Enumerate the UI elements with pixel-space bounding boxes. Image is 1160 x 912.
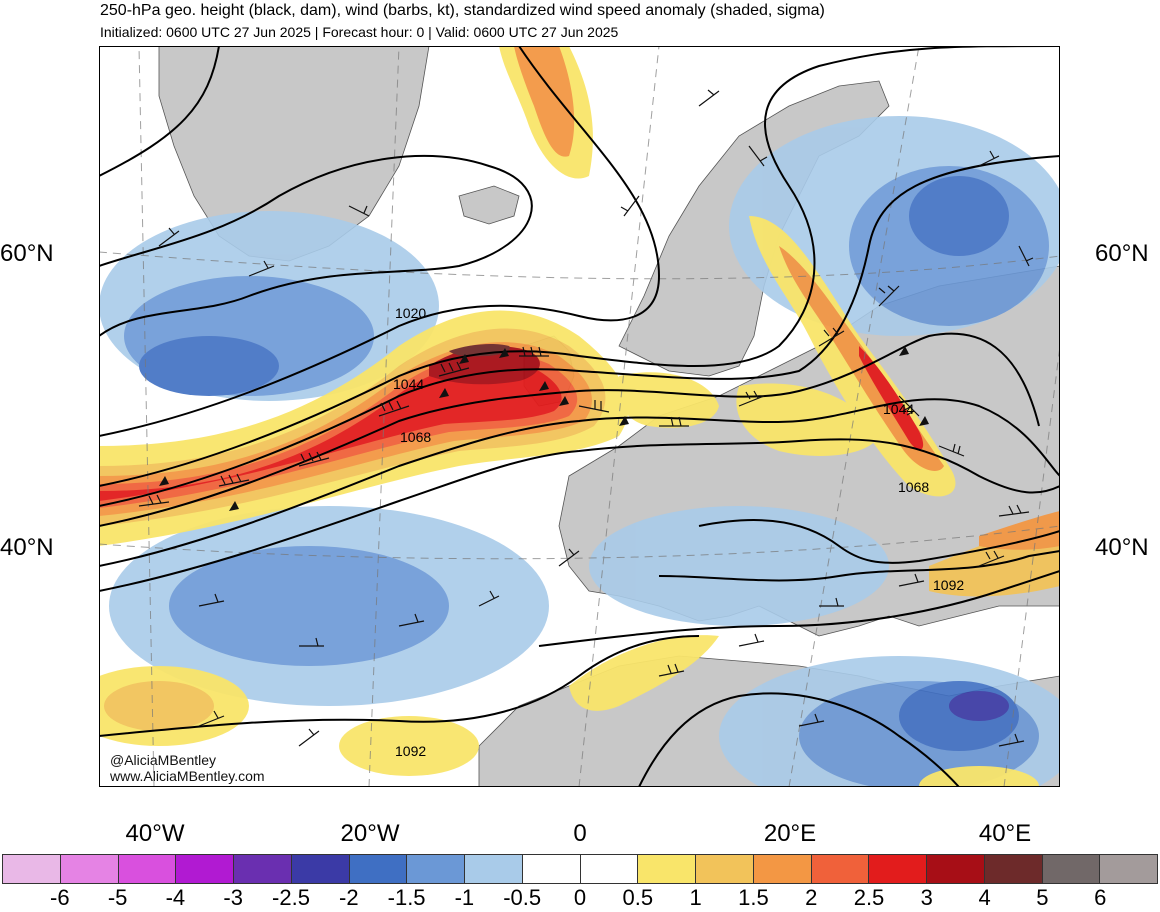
colorbar-swatch: [638, 855, 696, 883]
colorbar-tick-label: 2: [805, 885, 818, 910]
colorbar-swatch: [869, 855, 927, 883]
colorbar-swatch: [696, 855, 754, 883]
lon-label-40e: 40°E: [978, 820, 1032, 847]
colorbar-tick-label: 4: [978, 885, 991, 910]
contour-label-1020: 1020: [395, 305, 426, 321]
colorbar-tick-label: 0: [573, 885, 587, 910]
colorbar-swatch: [291, 855, 350, 883]
colorbar-swatch: [927, 855, 985, 883]
chart-subtitle: Initialized: 0600 UTC 27 Jun 2025 | Fore…: [100, 24, 619, 40]
colorbar-tick-label: -5: [107, 885, 128, 910]
colorbar-swatch: [118, 855, 177, 883]
colorbar-swatch: [580, 855, 639, 883]
colorbar-tick-label: 6: [1094, 885, 1107, 910]
colorbar-tick-label: -1.5: [387, 885, 426, 910]
colorbar-swatch: [984, 855, 1043, 883]
colorbar-swatch: [407, 855, 465, 883]
colorbar-swatch: [1100, 855, 1157, 883]
colorbar-swatch: [60, 855, 119, 883]
colorbar-tick-label: -3: [223, 885, 243, 910]
positive-anomaly-shading: [99, 46, 1060, 787]
lon-label-20e: 20°E: [763, 820, 817, 847]
colorbar-swatch: [522, 855, 581, 883]
credit-website: www.AliciaMBentley.com: [110, 768, 265, 784]
colorbar-tick-label: 1: [689, 885, 702, 910]
colorbar-swatch: [176, 855, 234, 883]
colorbar-tick-label: -4: [165, 885, 186, 910]
colorbar-tick-label: 0.5: [622, 885, 654, 910]
iceland: [458, 185, 520, 225]
lon-label-0: 0: [573, 820, 587, 847]
colorbar-tick-label: 1.5: [738, 885, 769, 910]
colorbar-tick-label: -2.5: [272, 885, 310, 910]
contour-label-1044-atlantic: 1044: [393, 376, 424, 392]
contour-label-1092-east: 1092: [933, 577, 964, 593]
contour-label-1068-east: 1068: [898, 479, 929, 495]
contour-label-1092-south: 1092: [395, 743, 426, 759]
colorbar-swatch: [3, 855, 61, 883]
lat-label-60n-left: 60°N: [0, 240, 54, 267]
credit-handle: @AliciaMBentley: [110, 752, 217, 768]
lon-label-20w: 20°W: [340, 820, 400, 847]
colorbar-tick-label: -6: [50, 885, 70, 910]
colorbar-tick-label: -0.5: [503, 885, 542, 910]
colorbar-tick-label: -2: [339, 885, 359, 910]
colorbar-swatch: [811, 855, 870, 883]
weather-map: 1020 1044 1068 1044 1068 1092 1092: [99, 46, 1060, 787]
graticule: [99, 46, 1060, 787]
colorbar-tick-label: 5: [1036, 885, 1049, 910]
barb-pennants: [159, 346, 929, 511]
colorbar-tick-label: -1: [454, 885, 475, 910]
chart-title: 250-hPa geo. height (black, dam), wind (…: [100, 2, 825, 19]
height-contours: [99, 46, 1060, 787]
lat-label-60n-right: 60°N: [1095, 240, 1149, 267]
lon-label-40w: 40°W: [125, 820, 185, 847]
colorbar: [2, 854, 1158, 884]
contour-labels: 1020 1044 1068 1044 1068 1092 1092: [393, 305, 964, 759]
colorbar-tick-label: 2.5: [853, 885, 885, 910]
contour-label-1044-east: 1044: [883, 401, 914, 417]
negative-anomaly-shading: [99, 116, 1060, 787]
colorbar-swatch: [753, 855, 812, 883]
lat-label-40n-right: 40°N: [1095, 534, 1149, 561]
colorbar-tick-label: 3: [920, 885, 933, 910]
wind-barbs: [138, 89, 1034, 747]
contour-label-1068-atlantic: 1068: [400, 429, 431, 445]
colorbar-swatch: [1042, 855, 1101, 883]
colorbar-swatch: [234, 855, 292, 883]
lat-label-40n-left: 40°N: [0, 534, 54, 561]
colorbar-swatch: [465, 855, 523, 883]
colorbar-swatch: [349, 855, 408, 883]
